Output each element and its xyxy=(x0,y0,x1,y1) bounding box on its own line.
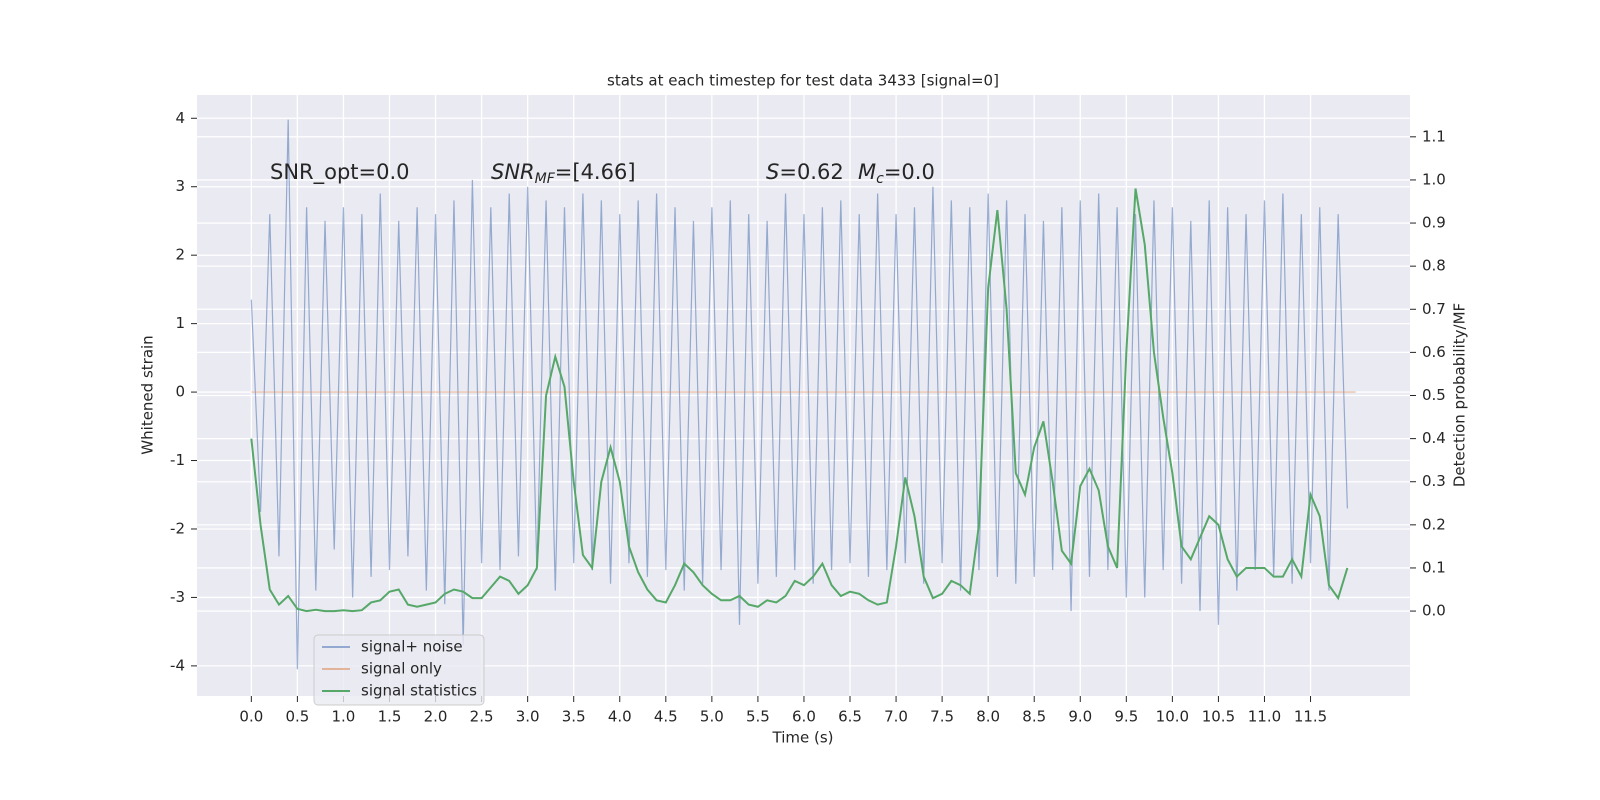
x-tick-label: 10.0 xyxy=(1156,708,1189,726)
legend-label: signal only xyxy=(361,660,442,678)
annotation-rest: =0.62 xyxy=(779,160,843,184)
legend-label: signal+ noise xyxy=(361,638,463,656)
y2-tick-label: 0.8 xyxy=(1422,257,1446,275)
x-tick-label: 11.5 xyxy=(1294,708,1327,726)
legend-label: signal statistics xyxy=(361,682,477,700)
annotation: Mc=0.0 xyxy=(858,160,935,187)
x-tick-label: 1.5 xyxy=(378,708,402,726)
marks xyxy=(250,119,1356,670)
x-tick-label: 0.5 xyxy=(285,708,309,726)
y2-tick-label: 0.5 xyxy=(1422,386,1446,404)
annotation-base: M xyxy=(858,160,876,184)
legend-box xyxy=(313,634,485,706)
x-tick-label: 2.5 xyxy=(470,708,494,726)
annotation-rest: =0.0 xyxy=(884,160,935,184)
y2-tick-label: 0.1 xyxy=(1422,558,1446,576)
y-tick-label: -2 xyxy=(170,519,185,537)
y2-tick-label: 1.1 xyxy=(1422,127,1446,145)
x-tick-label: 8.0 xyxy=(976,708,1000,726)
y-tick-label: 4 xyxy=(175,109,185,127)
y-tick-label: 3 xyxy=(175,177,185,195)
x-tick-label: 0.0 xyxy=(239,708,263,726)
x-tick-label: 9.5 xyxy=(1114,708,1138,726)
annotation-sub: MF xyxy=(535,171,556,187)
x-tick-label: 9.0 xyxy=(1068,708,1092,726)
y-tick-label: -3 xyxy=(170,588,185,606)
x-tick-label: 7.5 xyxy=(930,708,954,726)
x-axis-label: Time (s) xyxy=(772,729,834,747)
annotation-base: SNR xyxy=(491,160,535,184)
y2-tick-label: 0.7 xyxy=(1422,300,1446,318)
y-tick-label: 0 xyxy=(175,383,185,401)
y-tick-label: 2 xyxy=(175,246,185,264)
annotation: SNRMF=[4.66] xyxy=(491,160,636,187)
y-tick-label: -4 xyxy=(170,656,185,674)
chart-title: stats at each timestep for test data 343… xyxy=(607,72,999,90)
x-tick-label: 4.5 xyxy=(654,708,678,726)
series-line xyxy=(250,188,1349,613)
y2-tick-label: 0.9 xyxy=(1422,214,1446,232)
annotation-sub: c xyxy=(876,171,884,187)
labels: 0.0 0.5 1.0 1.5 2.0 2.5 3.0 3.5 4.0 4.5 5.0 5.5 6.0 6… xyxy=(170,109,1446,726)
annotation-base: SNR_opt=0.0 xyxy=(270,160,410,185)
y2-tick-label: 1.0 xyxy=(1422,170,1446,188)
annotation: SNR_opt=0.0 xyxy=(270,160,410,185)
y2-tick-label: 0.3 xyxy=(1422,472,1446,490)
x-tick-label: 5.5 xyxy=(746,708,770,726)
y-tick-label: -1 xyxy=(170,451,185,469)
y-axis-label: Whitened strain xyxy=(139,335,157,454)
y2-axis-label: Detection probability/MF xyxy=(1451,303,1469,487)
y2-tick-label: 0.6 xyxy=(1422,343,1446,361)
x-tick-label: 3.5 xyxy=(562,708,586,726)
y2-tick-label: 0.0 xyxy=(1422,602,1446,620)
x-tick-label: 10.5 xyxy=(1202,708,1235,726)
x-tick-label: 7.0 xyxy=(884,708,908,726)
annotation-rest: =[4.66] xyxy=(555,160,636,184)
x-tick-label: 4.0 xyxy=(608,708,632,726)
annotation-base: S xyxy=(766,160,779,184)
x-tick-label: 11.0 xyxy=(1248,708,1281,726)
x-tick-label: 1.0 xyxy=(332,708,356,726)
x-tick-label: 2.0 xyxy=(424,708,448,726)
x-tick-label: 5.0 xyxy=(700,708,724,726)
y2-tick-label: 0.2 xyxy=(1422,515,1446,533)
y-tick-label: 1 xyxy=(175,314,185,332)
x-tick-label: 3.0 xyxy=(516,708,540,726)
x-tick-label: 6.5 xyxy=(838,708,862,726)
annotation: S=0.62 xyxy=(766,160,844,184)
x-tick-label: 6.0 xyxy=(792,708,816,726)
y2-tick-label: 0.4 xyxy=(1422,429,1446,447)
x-tick-label: 8.5 xyxy=(1022,708,1046,726)
